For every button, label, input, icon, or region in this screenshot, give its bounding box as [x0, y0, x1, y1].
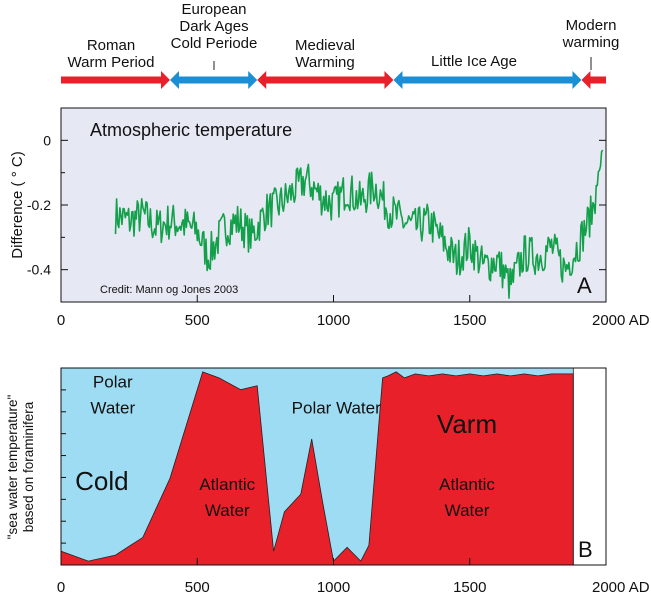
period-label-5: Modern	[566, 17, 617, 34]
atlantic-water-area	[60, 371, 574, 566]
period-label-1: Roman	[87, 37, 135, 54]
y-tick-label: 0	[43, 132, 51, 148]
panel-a-atmospheric-temperature: 0 -0.2 -0.4 0 500 1000 1500 2000 AD Atmospheric …	[9, 107, 650, 329]
period-label-3: Medieval	[295, 37, 355, 54]
y-tick-label: -0.4	[27, 262, 51, 278]
region-label: Polar Water	[292, 398, 381, 417]
x-tick-label: 500	[185, 312, 210, 329]
period-label-4: Little Ice Age	[431, 53, 517, 70]
period-label-2: European	[181, 1, 246, 18]
period-bar-1	[61, 71, 170, 89]
x-tick-label: 0	[57, 579, 65, 596]
period-bar-2	[170, 71, 258, 89]
region-label: Atlantic	[199, 475, 255, 494]
period-bar-5	[581, 71, 606, 89]
region-label: Water	[90, 398, 135, 417]
panel-label-b: B	[578, 537, 593, 562]
credit-annotation: Credit: Mann og Jones 2003	[100, 284, 238, 296]
region-label: Water	[205, 501, 250, 520]
period-label-3: Warming	[295, 54, 354, 71]
y-axis-label: Difference ( ° C)	[9, 151, 26, 258]
x-tick-label: 2000 AD	[592, 312, 650, 329]
panel-b-sea-water-temperature: 0 500 1000 1500 2000 AD Polar Water Cold Atlanti…	[5, 367, 650, 596]
region-label: Polar	[93, 373, 133, 392]
x-tick-label: 500	[185, 579, 210, 596]
region-label: Atlantic	[439, 475, 495, 494]
x-tick-label: 0	[57, 312, 65, 329]
temperature-series-line	[114, 149, 604, 299]
period-bar-4	[393, 71, 582, 89]
y-tick-label: -0.2	[27, 197, 51, 213]
y-axis-label-line-2: based on foraminifera	[21, 401, 36, 532]
y-axis-label-line-1: "sea water temperature"	[5, 394, 20, 539]
period-label-5: warming	[562, 34, 620, 51]
x-tick-label: 2000 AD	[592, 579, 650, 596]
x-tick-label: 1500	[453, 312, 486, 329]
period-bar-3	[257, 71, 394, 89]
x-tick-label: 1500	[453, 579, 486, 596]
panel-label-a: A	[577, 273, 592, 298]
chart-title: Atmospheric temperature	[90, 120, 292, 140]
region-label: Varm	[437, 409, 497, 439]
period-label-2: Dark Ages	[179, 18, 248, 35]
period-label-1: Warm Period	[68, 54, 155, 71]
x-tick-label: 1000	[317, 312, 350, 329]
period-label-2: Cold Periode	[171, 35, 258, 52]
region-label: Cold	[75, 466, 128, 496]
x-tick-label: 1000	[317, 579, 350, 596]
region-label: Water	[445, 501, 490, 520]
